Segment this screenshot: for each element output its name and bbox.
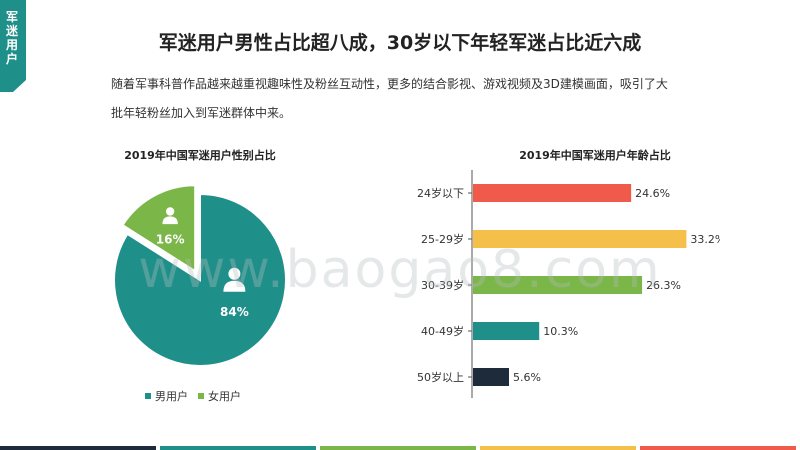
footer-segment	[320, 446, 476, 450]
bar-category-label: 50岁以上	[417, 370, 464, 384]
pie-label-female: 16%	[156, 233, 185, 247]
footer-segment	[640, 446, 796, 450]
pie-legend: 男用户 女用户	[145, 388, 241, 404]
bar-category-label: 25-29岁	[421, 232, 464, 246]
legend-label-male: 男用户	[155, 390, 188, 403]
pie-label-male: 84%	[220, 305, 249, 319]
legend-label-female: 女用户	[208, 390, 241, 403]
page-title: 军迷用户男性占比超八成，30岁以下年轻军迷占比近六成	[158, 32, 642, 54]
bar-value-label: 33.2%	[690, 233, 720, 246]
legend-item-male: 男用户	[145, 388, 188, 404]
footer-segment	[0, 446, 156, 450]
bar-0	[473, 184, 632, 202]
bar-3	[473, 322, 540, 340]
footer-segment	[480, 446, 636, 450]
age-bar-chart: 24岁以下 24.6% 25-29岁 33.2% 30-39岁 26.3% 40-49岁 10…	[417, 170, 720, 398]
bar-category-label: 24岁以下	[417, 186, 464, 200]
page-description: 随着军事科普作品越来越重视趣味性及粉丝互动性，更多的结合影视、游戏视频及3D建模…	[111, 77, 668, 120]
bar-2	[473, 276, 643, 294]
pie-chart-title: 2019年中国军迷用户性别占比	[124, 149, 276, 162]
bar-chart-title: 2019年中国军迷用户年龄占比	[519, 149, 671, 162]
bar-category-label: 30-39岁	[421, 278, 464, 292]
side-tab-shape	[0, 0, 26, 92]
pie-slice-female	[121, 184, 197, 274]
footer-segment	[160, 446, 316, 450]
bar-value-label: 5.6%	[513, 371, 541, 384]
bar-value-label: 24.6%	[635, 187, 670, 200]
bar-category-label: 40-49岁	[421, 324, 464, 338]
gender-pie-chart: 84% 16%	[113, 184, 287, 367]
pie-slice-male	[113, 192, 287, 367]
footer-color-bar	[0, 446, 800, 450]
male-user-icon	[223, 267, 246, 292]
legend-item-female: 女用户	[198, 388, 241, 404]
side-tab-label: 军迷用户	[5, 10, 18, 66]
bar-value-label: 10.3%	[543, 325, 578, 338]
bar-value-label: 26.3%	[646, 279, 681, 292]
bar-4	[473, 368, 509, 386]
bar-1	[473, 230, 687, 248]
female-user-icon	[162, 207, 178, 225]
legend-swatch-female	[198, 393, 204, 399]
side-tab: 军迷用户	[0, 0, 26, 92]
legend-swatch-male	[145, 393, 151, 399]
